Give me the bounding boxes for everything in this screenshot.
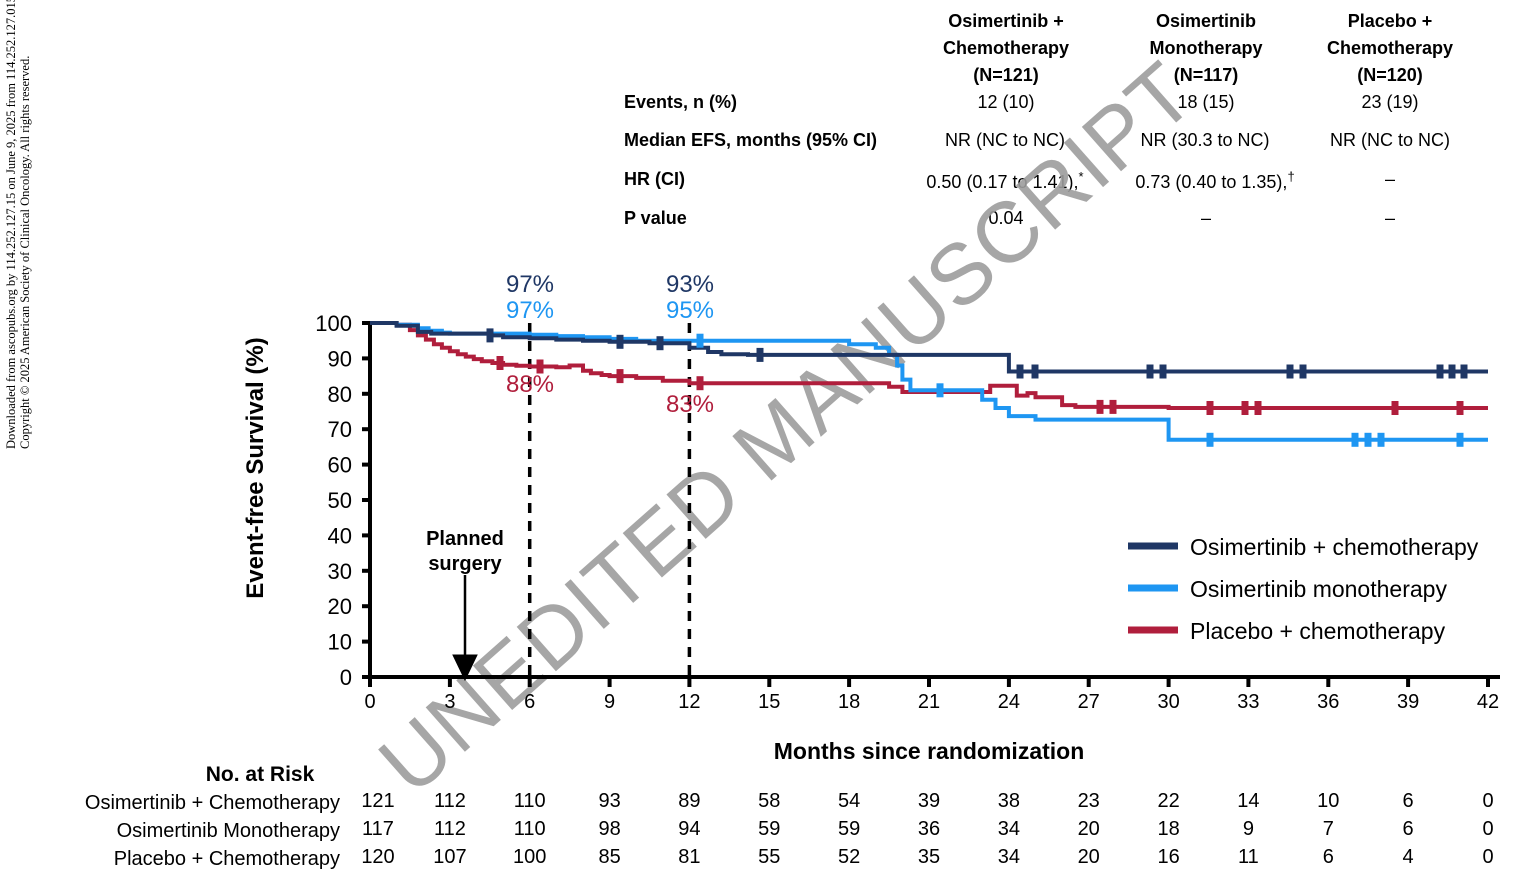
svg-text:18: 18 [838, 691, 860, 713]
svg-text:39: 39 [1397, 691, 1419, 713]
svg-text:0: 0 [340, 665, 352, 690]
svg-text:21: 21 [918, 691, 940, 713]
svg-text:30: 30 [1157, 691, 1179, 713]
svg-text:33: 33 [1237, 691, 1259, 713]
svg-text:95%: 95% [666, 297, 714, 324]
svg-text:12: 12 [678, 691, 700, 713]
svg-text:10: 10 [328, 630, 352, 655]
svg-text:30: 30 [328, 559, 352, 584]
svg-text:42: 42 [1477, 691, 1499, 713]
svg-text:100: 100 [315, 311, 352, 336]
svg-text:27: 27 [1078, 691, 1100, 713]
svg-text:Placebo + chemotherapy: Placebo + chemotherapy [1190, 618, 1446, 644]
svg-text:20: 20 [328, 594, 352, 619]
svg-text:9: 9 [604, 691, 615, 713]
svg-text:24: 24 [998, 691, 1020, 713]
svg-text:15: 15 [758, 691, 780, 713]
svg-text:88%: 88% [506, 371, 554, 398]
svg-text:80: 80 [328, 382, 352, 407]
svg-text:3: 3 [444, 691, 455, 713]
svg-text:0: 0 [364, 691, 375, 713]
svg-text:36: 36 [1317, 691, 1339, 713]
svg-text:90: 90 [328, 346, 352, 371]
svg-text:Osimertinib monotherapy: Osimertinib monotherapy [1190, 576, 1447, 602]
svg-text:50: 50 [328, 488, 352, 513]
svg-text:40: 40 [328, 523, 352, 548]
svg-text:70: 70 [328, 417, 352, 442]
svg-text:Planned: Planned [426, 528, 504, 550]
svg-text:Osimertinib + chemotherapy: Osimertinib + chemotherapy [1190, 534, 1479, 560]
svg-text:93%: 93% [666, 271, 714, 298]
svg-text:60: 60 [328, 453, 352, 478]
svg-text:surgery: surgery [428, 553, 502, 575]
svg-text:97%: 97% [506, 297, 554, 324]
svg-text:83%: 83% [666, 391, 714, 418]
svg-text:6: 6 [524, 691, 535, 713]
svg-text:97%: 97% [506, 271, 554, 298]
